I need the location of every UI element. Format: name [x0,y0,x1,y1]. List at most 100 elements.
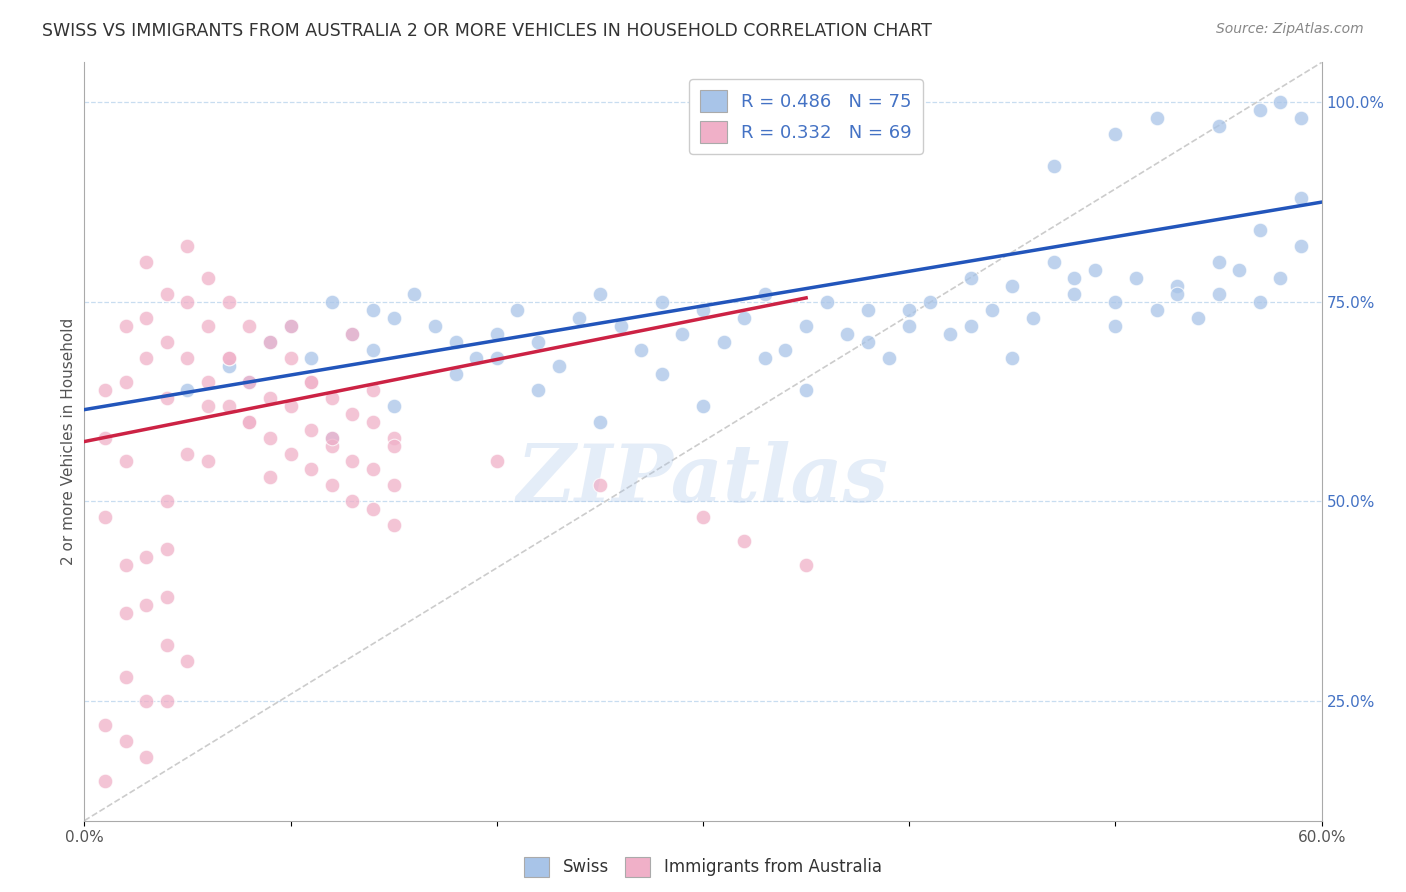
Point [321,438,343,452]
Point [713,334,735,349]
Point [1022,310,1045,325]
Point [94,510,117,524]
Point [1249,294,1271,309]
Point [1146,302,1168,317]
Point [980,302,1002,317]
Point [280,318,302,333]
Point [280,351,302,365]
Point [299,375,322,389]
Point [568,310,591,325]
Point [259,391,281,405]
Point [114,670,136,684]
Point [1249,103,1271,118]
Point [1063,286,1085,301]
Point [218,351,240,365]
Point [176,383,198,397]
Point [361,302,384,317]
Point [1166,279,1188,293]
Point [775,343,797,357]
Point [692,510,714,524]
Point [176,294,198,309]
Point [342,494,364,508]
Point [733,534,755,549]
Point [1208,120,1230,134]
Point [342,454,364,468]
Point [960,271,983,285]
Point [1270,271,1292,285]
Point [321,431,343,445]
Point [321,478,343,492]
Point [794,558,817,573]
Point [444,334,467,349]
Point [135,310,157,325]
Point [218,399,240,413]
Point [547,359,569,373]
Point [1208,255,1230,269]
Point [651,367,673,381]
Point [1001,351,1024,365]
Point [156,694,179,708]
Point [754,286,776,301]
Point [485,454,508,468]
Point [114,558,136,573]
Point [1084,263,1107,277]
Point [527,334,550,349]
Text: SWISS VS IMMIGRANTS FROM AUSTRALIA 2 OR MORE VEHICLES IN HOUSEHOLD CORRELATION C: SWISS VS IMMIGRANTS FROM AUSTRALIA 2 OR … [42,22,932,40]
Point [156,494,179,508]
Point [1063,271,1085,285]
Point [754,351,776,365]
Point [361,343,384,357]
Point [794,318,817,333]
Point [1125,271,1147,285]
Point [361,383,384,397]
Point [361,462,384,476]
Point [589,286,612,301]
Point [1249,223,1271,237]
Point [135,694,157,708]
Point [135,749,157,764]
Point [114,606,136,620]
Point [280,318,302,333]
Point [898,302,921,317]
Text: Source: ZipAtlas.com: Source: ZipAtlas.com [1216,22,1364,37]
Point [1104,318,1126,333]
Point [114,734,136,748]
Point [238,375,260,389]
Point [238,375,260,389]
Legend: Swiss, Immigrants from Australia: Swiss, Immigrants from Australia [517,850,889,884]
Point [1208,286,1230,301]
Point [630,343,652,357]
Y-axis label: 2 or more Vehicles in Household: 2 or more Vehicles in Household [60,318,76,566]
Point [176,239,198,253]
Point [733,310,755,325]
Point [485,326,508,341]
Point [651,294,673,309]
Point [1042,159,1064,173]
Point [321,391,343,405]
Point [589,415,612,429]
Point [794,383,817,397]
Point [238,318,260,333]
Point [218,294,240,309]
Point [280,399,302,413]
Point [156,286,179,301]
Point [444,367,467,381]
Point [1166,286,1188,301]
Point [197,318,219,333]
Point [94,431,117,445]
Point [506,302,529,317]
Point [94,718,117,732]
Point [342,407,364,421]
Point [527,383,550,397]
Point [156,590,179,604]
Point [299,375,322,389]
Point [299,351,322,365]
Point [176,654,198,668]
Point [382,431,405,445]
Point [382,310,405,325]
Point [609,318,631,333]
Point [114,318,136,333]
Point [259,334,281,349]
Point [939,326,962,341]
Point [94,773,117,788]
